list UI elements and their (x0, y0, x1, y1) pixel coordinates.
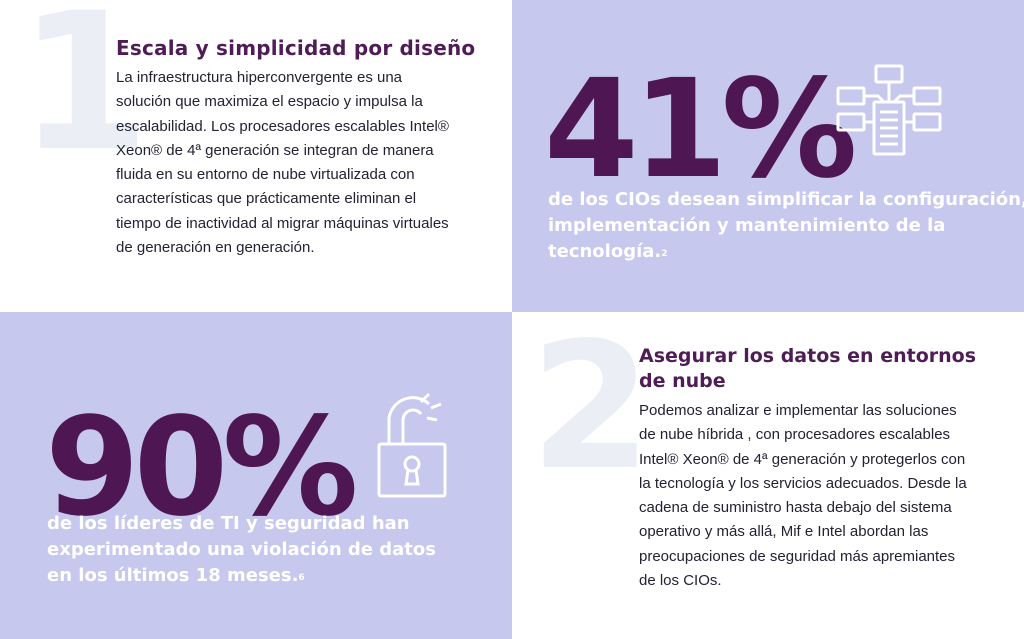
title-line: Asegurar los datos en entornos (639, 345, 977, 367)
stat-41-value: 41% (544, 51, 858, 209)
body-line: características que prácticamente elimin… (116, 190, 417, 208)
body-line: operativo y más allá, Mif e Intel aborda… (639, 523, 929, 541)
body-line: preocupaciones de seguridad más apremian… (639, 547, 956, 565)
caption-line: en los últimos 18 meses. (47, 565, 299, 586)
broken-lock-icon (377, 392, 447, 498)
body-line: la tecnología y los servicios adecuados.… (639, 474, 967, 492)
footnote-marker: 6 (298, 573, 305, 583)
body-line: Xeon® de 4ª generación se integran de ma… (116, 141, 434, 159)
network-server-icon (836, 64, 942, 156)
stat-41-caption: de los CIOs desean simplificar la config… (548, 187, 1024, 265)
section-1-panel: 1 Escala y simplicidad por diseño La inf… (0, 0, 512, 312)
body-line: de generación en generación. (116, 239, 315, 257)
caption-line: de los líderes de TI y seguridad han (47, 513, 410, 534)
section-2-panel: 2 Asegurar los datos en entornos de nube… (512, 312, 1024, 639)
body-line: escalabilidad. Los procesadores escalabl… (116, 117, 449, 135)
body-line: La infraestructura hiperconvergente es u… (116, 69, 403, 86)
body-line: de los CIOs. (639, 572, 722, 590)
body-line: tiempo de inactividad al migrar máquinas… (116, 214, 449, 232)
section-2-title: Asegurar los datos en entornos de nube (639, 344, 999, 394)
body-line: solución que maximiza el espacio y impul… (116, 93, 423, 111)
stat-90-caption: de los líderes de TI y seguridad han exp… (47, 511, 487, 589)
body-line: fluida en su entorno de nube virtualizad… (116, 166, 415, 184)
stat-41-panel: 41% de los CIOs desean simplificar la co… (512, 0, 1024, 312)
body-line: cadena de suministro hasta debajo del si… (639, 499, 952, 517)
caption-line: de los CIOs desean simplificar la config… (548, 189, 1024, 210)
body-line: de nube híbrida , con procesadores escal… (639, 426, 951, 444)
section-number-2: 2 (530, 312, 652, 509)
section-1-body: La infraestructura hiperconvergente es u… (116, 66, 456, 260)
body-line: Podemos analizar e implementar las soluc… (639, 402, 957, 419)
caption-line: tecnología. (548, 241, 662, 262)
section-2-body: Podemos analizar e implementar las soluc… (639, 399, 1009, 593)
section-1-title: Escala y simplicidad por diseño (116, 36, 476, 60)
stat-90-value: 90% (45, 389, 359, 547)
footnote-marker: 2 (661, 249, 668, 259)
caption-line: implementación y mantenimiento de la (548, 215, 946, 236)
stat-90-panel: 90% de los líderes de TI y seguridad han… (0, 312, 512, 639)
body-line: Intel® Xeon® de 4ª generación y proteger… (639, 450, 966, 468)
section-number-1: 1 (18, 0, 151, 193)
title-line: de nube (639, 370, 726, 392)
caption-line: experimentado una violación de datos (47, 539, 436, 560)
